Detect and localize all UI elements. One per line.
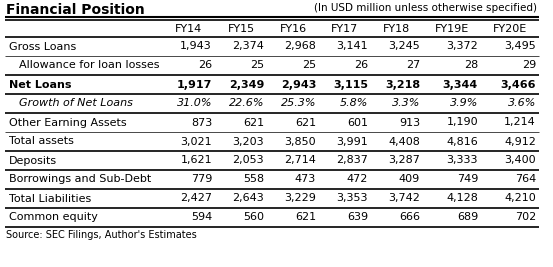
Text: FY17: FY17	[331, 23, 359, 33]
Text: 3,229: 3,229	[284, 194, 316, 203]
Text: 3,115: 3,115	[333, 80, 368, 89]
Text: 913: 913	[399, 117, 420, 128]
Text: 1,190: 1,190	[446, 117, 478, 128]
Text: Growth of Net Loans: Growth of Net Loans	[19, 99, 133, 108]
Text: 764: 764	[515, 175, 536, 184]
Text: 3.6%: 3.6%	[508, 99, 536, 108]
Text: 3,991: 3,991	[336, 136, 368, 147]
Text: 639: 639	[347, 213, 368, 222]
Text: 3,466: 3,466	[500, 80, 536, 89]
Text: 689: 689	[457, 213, 478, 222]
Text: Net Loans: Net Loans	[9, 80, 71, 89]
Text: Deposits: Deposits	[9, 155, 57, 166]
Text: 1,917: 1,917	[176, 80, 212, 89]
Text: FY16: FY16	[279, 23, 306, 33]
Text: 2,427: 2,427	[180, 194, 212, 203]
Text: 1,214: 1,214	[504, 117, 536, 128]
Text: 31.0%: 31.0%	[176, 99, 212, 108]
Text: 779: 779	[191, 175, 212, 184]
Text: 2,714: 2,714	[284, 155, 316, 166]
Text: 3,245: 3,245	[388, 41, 420, 52]
Text: 601: 601	[347, 117, 368, 128]
Text: Total Liabilities: Total Liabilities	[9, 194, 91, 203]
Text: 28: 28	[464, 61, 478, 70]
Text: 3.3%: 3.3%	[392, 99, 420, 108]
Text: FY15: FY15	[227, 23, 254, 33]
Text: 22.6%: 22.6%	[228, 99, 264, 108]
Text: 26: 26	[354, 61, 368, 70]
Text: 3,353: 3,353	[336, 194, 368, 203]
Text: Borrowings and Sub-Debt: Borrowings and Sub-Debt	[9, 175, 152, 184]
Text: 409: 409	[399, 175, 420, 184]
Text: 666: 666	[399, 213, 420, 222]
Text: (In USD million unless otherwise specified): (In USD million unless otherwise specifi…	[314, 3, 537, 13]
Text: Common equity: Common equity	[9, 213, 98, 222]
Text: 3,372: 3,372	[446, 41, 478, 52]
Text: 2,349: 2,349	[228, 80, 264, 89]
Text: Gross Loans: Gross Loans	[9, 41, 76, 52]
Text: 4,128: 4,128	[446, 194, 478, 203]
Text: 3,141: 3,141	[336, 41, 368, 52]
Text: 3,495: 3,495	[504, 41, 536, 52]
Text: 749: 749	[457, 175, 478, 184]
Text: 3,203: 3,203	[232, 136, 264, 147]
Text: 473: 473	[295, 175, 316, 184]
Text: 1,943: 1,943	[180, 41, 212, 52]
Text: Total assets: Total assets	[9, 136, 74, 147]
Text: 4,408: 4,408	[388, 136, 420, 147]
Text: 2,943: 2,943	[280, 80, 316, 89]
Text: 621: 621	[295, 117, 316, 128]
Text: 4,912: 4,912	[504, 136, 536, 147]
Text: 472: 472	[347, 175, 368, 184]
Text: 25.3%: 25.3%	[280, 99, 316, 108]
Text: 3,400: 3,400	[504, 155, 536, 166]
Text: 594: 594	[191, 213, 212, 222]
Text: 4,210: 4,210	[504, 194, 536, 203]
Text: FY19E: FY19E	[435, 23, 469, 33]
Text: 2,968: 2,968	[284, 41, 316, 52]
Text: FY18: FY18	[383, 23, 411, 33]
Text: 2,837: 2,837	[336, 155, 368, 166]
Text: Allowance for loan losses: Allowance for loan losses	[19, 61, 159, 70]
Text: 29: 29	[521, 61, 536, 70]
Text: 621: 621	[243, 117, 264, 128]
Text: 3,021: 3,021	[180, 136, 212, 147]
Text: 25: 25	[250, 61, 264, 70]
Text: FY14: FY14	[175, 23, 202, 33]
Text: 5.8%: 5.8%	[340, 99, 368, 108]
Text: 3,850: 3,850	[284, 136, 316, 147]
Text: 2,374: 2,374	[232, 41, 264, 52]
Text: 558: 558	[243, 175, 264, 184]
Text: FY20E: FY20E	[493, 23, 527, 33]
Text: 702: 702	[515, 213, 536, 222]
Text: 3,742: 3,742	[388, 194, 420, 203]
Text: 2,053: 2,053	[232, 155, 264, 166]
Text: 621: 621	[295, 213, 316, 222]
Text: 25: 25	[302, 61, 316, 70]
Text: 873: 873	[191, 117, 212, 128]
Text: 560: 560	[243, 213, 264, 222]
Text: 3,287: 3,287	[388, 155, 420, 166]
Text: 3,333: 3,333	[446, 155, 478, 166]
Text: Financial Position: Financial Position	[6, 3, 145, 17]
Text: Other Earning Assets: Other Earning Assets	[9, 117, 127, 128]
Text: 1,621: 1,621	[180, 155, 212, 166]
Text: Source: SEC Filings, Author's Estimates: Source: SEC Filings, Author's Estimates	[6, 230, 197, 240]
Text: 3,344: 3,344	[443, 80, 478, 89]
Text: 26: 26	[198, 61, 212, 70]
Text: 4,816: 4,816	[446, 136, 478, 147]
Text: 3.9%: 3.9%	[450, 99, 478, 108]
Text: 27: 27	[406, 61, 420, 70]
Text: 2,643: 2,643	[232, 194, 264, 203]
Text: 3,218: 3,218	[385, 80, 420, 89]
